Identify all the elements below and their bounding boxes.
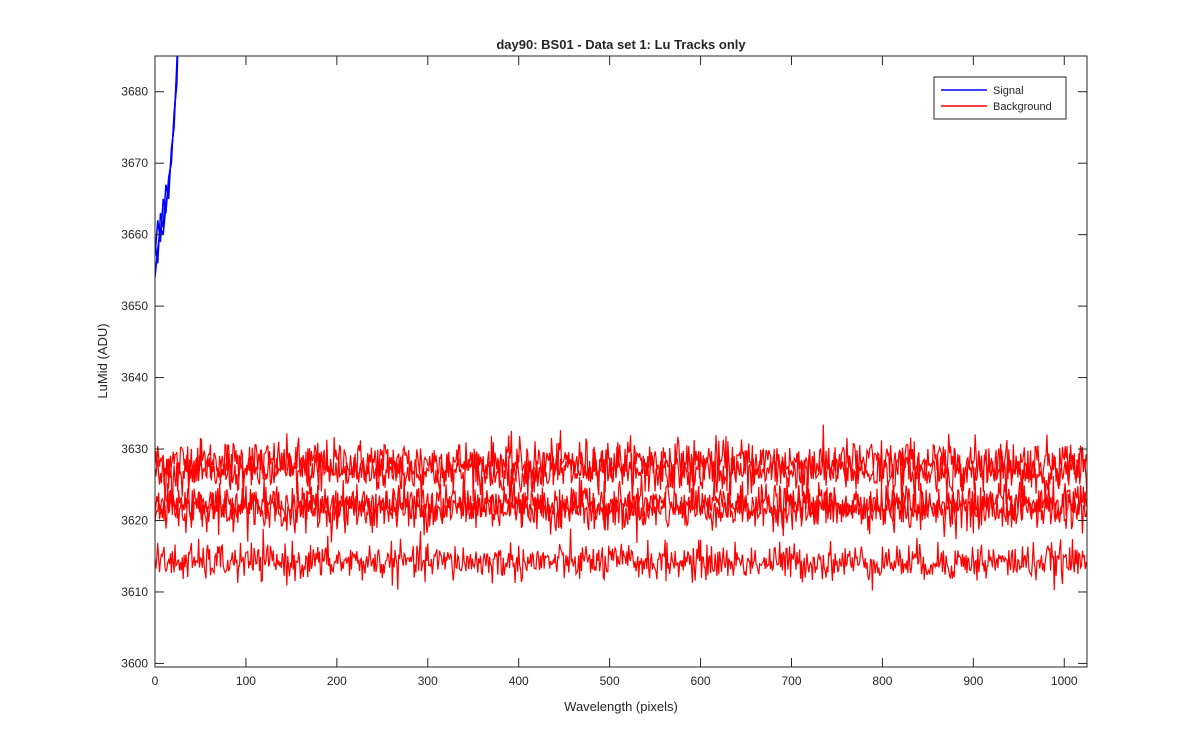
y-tick-label: 3670 <box>121 156 148 170</box>
legend[interactable]: Signal Background <box>933 76 1067 120</box>
x-tick-label: 300 <box>418 674 438 688</box>
y-axis-label: LuMid (ADU) <box>95 323 110 398</box>
legend-signal-label: Signal <box>993 85 1024 97</box>
chart-title: day90: BS01 - Data set 1: Lu Tracks only <box>496 37 746 52</box>
x-tick-label: 600 <box>691 674 711 688</box>
x-tick-label: 900 <box>963 674 983 688</box>
x-tick-label: 500 <box>600 674 620 688</box>
y-tick-label: 3630 <box>121 442 148 456</box>
x-tick-label: 0 <box>152 674 159 688</box>
x-tick-label: 1000 <box>1051 674 1078 688</box>
x-axis-label: Wavelength (pixels) <box>564 699 678 714</box>
y-tick-label: 3620 <box>121 514 148 528</box>
y-tick-label: 3600 <box>121 656 148 670</box>
x-tick-label: 700 <box>781 674 801 688</box>
y-tick-label: 3640 <box>121 371 148 385</box>
y-tick-label: 3610 <box>121 585 148 599</box>
y-tick-label: 3680 <box>121 85 148 99</box>
background-trace-5 <box>155 528 1087 591</box>
plot-lines <box>155 56 1087 591</box>
legend-background-label: Background <box>993 101 1052 113</box>
x-tick-label: 800 <box>872 674 892 688</box>
axes-box <box>154 55 1088 668</box>
x-tick-label: 100 <box>236 674 256 688</box>
signal-trace-3 <box>155 56 178 264</box>
y-tick-label: 3650 <box>121 299 148 313</box>
x-axis: 0 100 200 300 400 500 600 700 800 900 1000 <box>152 56 1078 688</box>
legend-box <box>933 76 1067 120</box>
background-trace-2 <box>155 438 1087 516</box>
background-trace-4 <box>155 480 1087 543</box>
x-tick-label: 400 <box>509 674 529 688</box>
background-trace-1 <box>155 424 1087 502</box>
y-tick-label: 3660 <box>121 228 148 242</box>
x-tick-label: 200 <box>327 674 347 688</box>
y-axis: 3600 3610 3620 3630 3640 3650 3660 3670 3680 <box>121 85 1087 670</box>
